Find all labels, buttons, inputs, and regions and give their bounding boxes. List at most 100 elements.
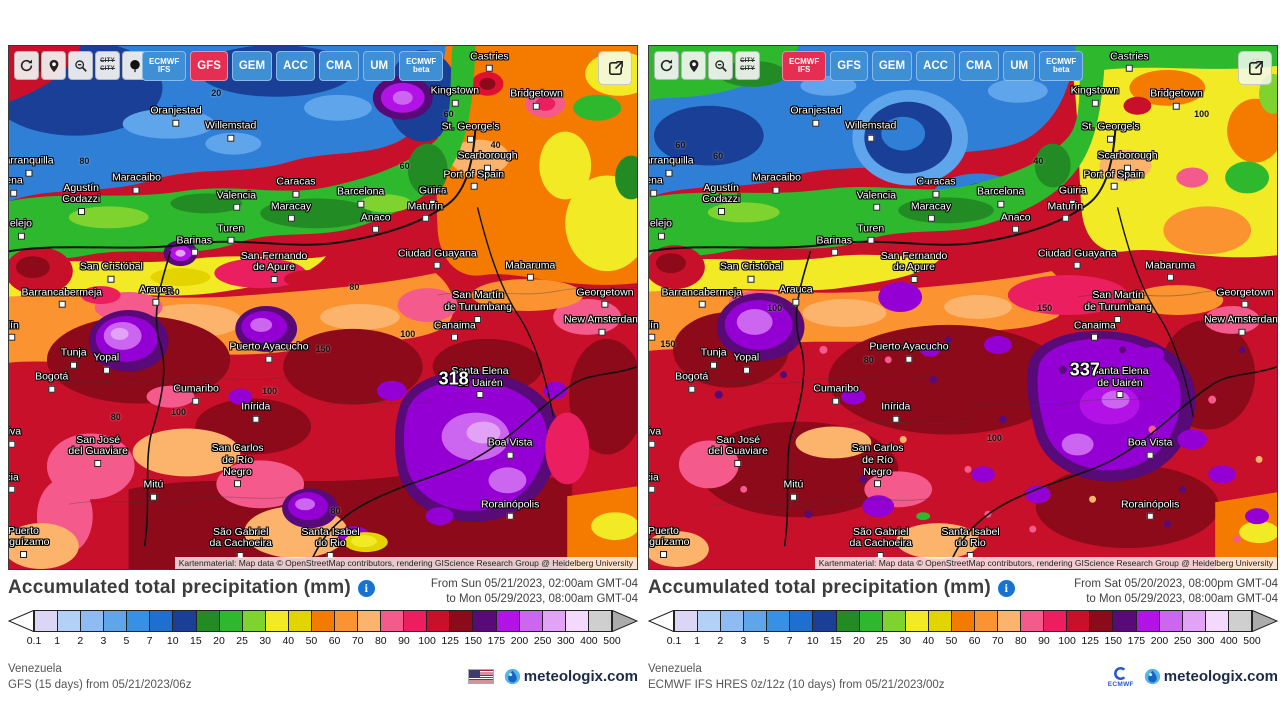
- color-scale-tick: 70: [991, 634, 1004, 647]
- color-scale-tick: 60: [328, 634, 341, 647]
- color-scale-segment: [127, 610, 151, 631]
- share-button[interactable]: [598, 51, 632, 85]
- city-label: Anaco: [1001, 212, 1031, 234]
- city-label: Bogotá: [35, 371, 68, 393]
- color-scale-segment: [519, 610, 543, 631]
- city-label: PuertoLeguízamo: [9, 525, 49, 558]
- region-label: Venezuela: [648, 662, 702, 675]
- meteologix-logo[interactable]: meteologix.com: [1144, 668, 1278, 685]
- city-label: Scarborough: [1097, 150, 1158, 172]
- model-button-ecmwf-ifs[interactable]: ECMWF IFS: [142, 51, 187, 81]
- share-button[interactable]: [1238, 51, 1272, 85]
- city-label: Bogotá: [675, 371, 708, 393]
- color-scale-tick: 0.1: [666, 634, 682, 647]
- color-scale-segment: [104, 610, 128, 631]
- color-bar-ticks: 0.1 1 2 3 5 7 10 15 20 25 30 40 50 60 70 80 90 100 125 150 1…: [27, 634, 621, 649]
- contour-value-label: 40: [490, 140, 501, 151]
- model-button-um[interactable]: UM: [363, 51, 396, 81]
- city-label: Barinas: [176, 235, 212, 257]
- ecmwf-logo-text: ECMWF: [1107, 680, 1134, 688]
- city-label: Oranjestad: [150, 105, 202, 127]
- city-label: Scarborough: [457, 150, 518, 172]
- contour-value-label: 20: [923, 176, 934, 187]
- model-button-cma[interactable]: CMA: [318, 51, 360, 81]
- city-label: Mabaruma: [1145, 260, 1195, 282]
- color-scale-tick: 7: [146, 634, 153, 647]
- precipitation-map-gfs[interactable]: Castries Kingstown Bridgetown St. George's S…: [8, 45, 638, 570]
- color-scale-tick: 80: [1014, 634, 1027, 647]
- color-scale-segment: [882, 610, 906, 631]
- color-scale-segment: [998, 610, 1022, 631]
- color-scale-tick: 150: [1104, 634, 1123, 647]
- model-button-acc[interactable]: ACC: [276, 51, 315, 81]
- forecast-panel-gfs: Castries Kingstown Bridgetown St. George's S…: [8, 45, 638, 693]
- city-label: Santa Isabel do Rio: [941, 526, 1000, 559]
- city-label: Ciudad Guayana: [1038, 248, 1117, 270]
- model-button-um[interactable]: UM: [1003, 51, 1036, 81]
- color-scale-segment: [242, 610, 266, 631]
- city-label: Port of Spain: [443, 169, 504, 191]
- refresh-button[interactable]: [654, 51, 679, 80]
- contour-value-label: 40: [437, 187, 448, 198]
- city-label: eiva: [9, 426, 21, 448]
- color-scale-segment: [196, 610, 220, 631]
- contour-value-label: 20: [211, 88, 222, 99]
- model-button-gfs[interactable]: GFS: [190, 51, 228, 81]
- city-label: Barrancabermeja: [21, 287, 102, 308]
- model-button-gem[interactable]: GEM: [871, 51, 913, 81]
- city-label: elejo: [10, 218, 32, 240]
- ecmwf-logo: ECMWF: [1108, 666, 1134, 689]
- color-scale-tick: 200: [1150, 634, 1169, 647]
- zoom-out-button[interactable]: [708, 51, 733, 80]
- city-label: Rorainópolis: [1121, 499, 1179, 521]
- model-button-ecmwf-ifs[interactable]: ECMWF IFS: [782, 51, 827, 81]
- model-button-gfs[interactable]: GFS: [830, 51, 868, 81]
- location-pin-icon: [689, 59, 698, 72]
- contour-value-label: 60: [399, 161, 410, 172]
- city-label: Barcelona: [337, 186, 384, 208]
- zoom-out-button[interactable]: [68, 51, 93, 80]
- color-scale-tick: 1: [54, 634, 61, 647]
- color-scale-segment: [1136, 610, 1160, 631]
- color-scale-tick: 1: [694, 634, 701, 647]
- date-range: From Sat 05/20/2023, 08:00pm GMT-04 to M…: [1074, 577, 1278, 607]
- model-button-ecmwf-beta[interactable]: ECMWF beta: [399, 51, 444, 81]
- city-button[interactable]: CITY CITY: [735, 51, 760, 80]
- location-button[interactable]: [681, 51, 706, 80]
- color-scale-tick: 300: [556, 634, 575, 647]
- city-label: Caracas: [916, 176, 956, 198]
- model-button-gem[interactable]: GEM: [231, 51, 273, 81]
- contour-value-label: 80: [863, 354, 874, 365]
- share-icon: [1248, 60, 1263, 75]
- color-scale-tick: 50: [945, 634, 958, 647]
- color-scale-tick: 300: [1196, 634, 1215, 647]
- city-label: llín: [649, 320, 659, 341]
- model-button-ecmwf-beta[interactable]: ECMWF beta: [1039, 51, 1084, 81]
- color-scale-segment: [836, 610, 860, 631]
- city-label: Cumaribo: [173, 383, 219, 405]
- color-scale-tick: 30: [259, 634, 272, 647]
- city-label: Barinas: [816, 235, 852, 257]
- color-bar-segments: [34, 609, 612, 632]
- contour-value-label: 100: [400, 328, 416, 339]
- model-button-acc[interactable]: ACC: [916, 51, 955, 81]
- color-scale-segment: [265, 610, 289, 631]
- refresh-button[interactable]: [14, 51, 39, 80]
- color-bar-segments: [674, 609, 1252, 632]
- info-icon[interactable]: i: [357, 579, 375, 597]
- color-scale-tick: 60: [968, 634, 981, 647]
- color-scale-tick: 175: [487, 634, 506, 647]
- city-button[interactable]: CITY CITY: [95, 51, 120, 80]
- city-label: São Gabriel da Cachoeira: [849, 526, 912, 559]
- color-scale-segment: [1113, 610, 1137, 631]
- zoom-out-icon: [714, 59, 727, 72]
- precipitation-map-ecmwf[interactable]: Castries Kingstown Bridgetown St. George's S…: [648, 45, 1278, 570]
- city-label: elejo: [650, 218, 672, 240]
- info-icon[interactable]: i: [997, 579, 1015, 597]
- meteologix-logo[interactable]: meteologix.com: [504, 668, 638, 685]
- region-label: Venezuela: [8, 662, 62, 675]
- color-scale-segment: [859, 610, 883, 631]
- location-button[interactable]: [41, 51, 66, 80]
- color-scale-tick: 2: [77, 634, 84, 647]
- model-button-cma[interactable]: CMA: [958, 51, 1000, 81]
